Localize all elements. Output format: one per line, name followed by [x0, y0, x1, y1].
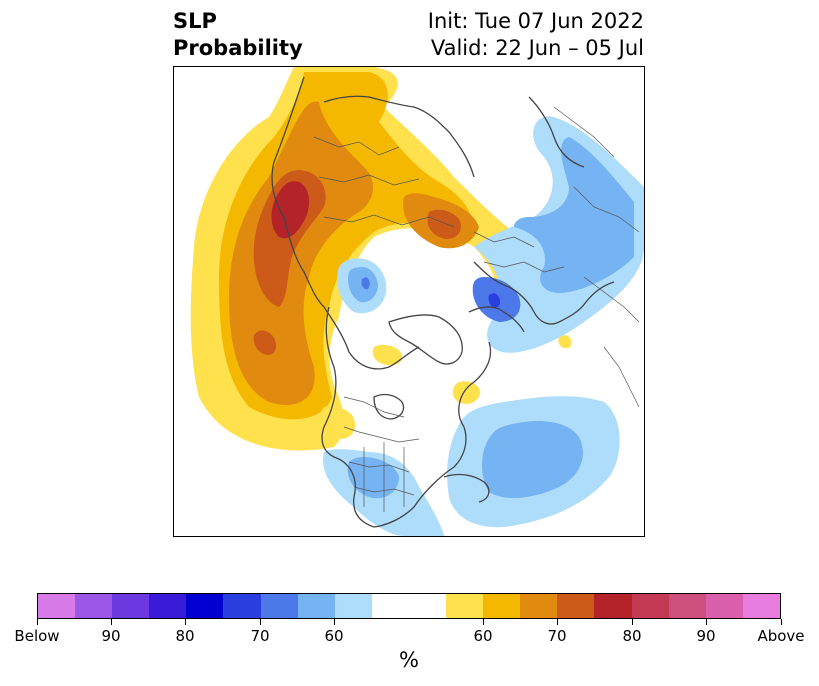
colorbar-segment	[75, 594, 113, 618]
above-region-pacific-80	[271, 181, 310, 239]
colorbar-segment	[371, 594, 409, 618]
colorbar-segment	[186, 594, 224, 618]
above-region-europe-small	[558, 335, 572, 349]
colorbar-segment	[668, 594, 706, 618]
colorbar-segment	[38, 594, 76, 618]
title-line-variable: SLP	[173, 9, 217, 33]
colorbar-segment	[334, 594, 372, 618]
colorbar-segment	[557, 594, 595, 618]
map-title: SLP Probability	[173, 8, 303, 62]
colorbar-tick	[632, 619, 633, 625]
above-region-atlantic	[452, 381, 481, 404]
init-date: Init: Tue 07 Jun 2022	[427, 9, 644, 33]
colorbar-segment	[483, 594, 521, 618]
map-panel	[173, 66, 645, 537]
below-region-eurasia-65	[514, 137, 634, 293]
colorbar-tick-label: 60	[324, 627, 344, 645]
colorbar-tick-label: Above	[757, 627, 805, 645]
colorbar-segment	[705, 594, 743, 618]
below-region-us-65	[347, 457, 399, 499]
colorbar-segment	[408, 594, 447, 618]
colorbar-segment	[446, 594, 484, 618]
below-region-arctic-70	[361, 277, 370, 290]
above-region-greenland	[372, 344, 403, 366]
below-region-eurasia-75	[488, 293, 501, 308]
colorbar-tick-label: 70	[547, 627, 567, 645]
above-region-canada	[319, 406, 356, 439]
colorbar-tick-label: Below	[14, 627, 60, 645]
colorbar-segment	[112, 594, 150, 618]
colorbar-tick	[334, 619, 335, 625]
probability-map	[190, 67, 644, 536]
colorbar-tick-label: 80	[175, 627, 195, 645]
coastlines	[271, 76, 615, 528]
colorbar-tick	[185, 619, 186, 625]
below-region-atlantic-65	[482, 420, 583, 499]
colorbar-tick	[483, 619, 484, 625]
title-line-type: Probability	[173, 36, 303, 60]
colorbar	[37, 593, 781, 619]
colorbar-tick	[111, 619, 112, 625]
colorbar-tick-label: 90	[101, 627, 121, 645]
colorbar-segment	[149, 594, 187, 618]
country-borders	[313, 106, 640, 512]
colorbar-segment	[520, 594, 558, 618]
map-dates: Init: Tue 07 Jun 2022 Valid: 22 Jun – 05…	[428, 8, 644, 62]
above-region-siberia-75	[427, 209, 461, 239]
colorbar-tick-label: 70	[250, 627, 270, 645]
colorbar-segment	[594, 594, 632, 618]
colorbar-unit-label: %	[399, 648, 419, 672]
colorbar-segment	[223, 594, 261, 618]
colorbar-tick-label: 60	[473, 627, 493, 645]
colorbar-tick-label: 80	[622, 627, 642, 645]
colorbar-tick-label: 90	[696, 627, 716, 645]
colorbar-segment	[260, 594, 298, 618]
above-region-pacific-70	[229, 101, 374, 406]
valid-range: Valid: 22 Jun – 05 Jul	[430, 36, 644, 60]
colorbar-segment	[742, 594, 780, 618]
colorbar-segment	[631, 594, 669, 618]
colorbar-tick	[781, 619, 782, 625]
above-region-pacific-75b	[253, 330, 277, 355]
colorbar-segment	[297, 594, 335, 618]
colorbar-tick	[706, 619, 707, 625]
colorbar-tick	[557, 619, 558, 625]
colorbar-tick	[37, 619, 38, 625]
colorbar-tick	[260, 619, 261, 625]
